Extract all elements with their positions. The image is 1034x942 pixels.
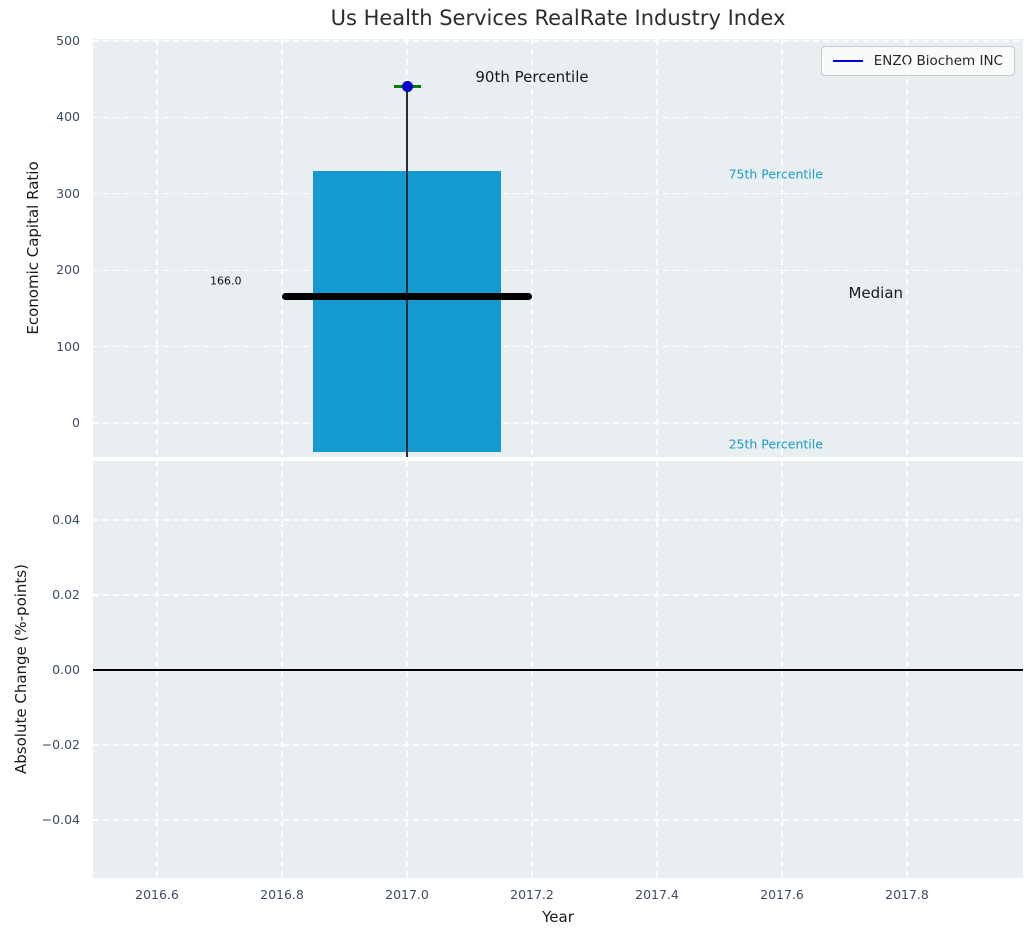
gridline-vertical xyxy=(281,39,283,457)
y-tick-label: 500 xyxy=(56,33,80,48)
gridline-horizontal xyxy=(93,116,1023,118)
gridline-horizontal xyxy=(93,346,1023,348)
y-tick-label: 0 xyxy=(72,415,80,430)
gridline-horizontal xyxy=(93,744,1023,746)
y-tick-label: 200 xyxy=(56,262,80,278)
gridline-vertical xyxy=(531,39,533,457)
chart-title: Us Health Services RealRate Industry Ind… xyxy=(330,6,786,30)
gridline-horizontal xyxy=(93,594,1023,596)
x-tick-label: 2017.0 xyxy=(385,887,429,902)
x-tick-label: 2017.8 xyxy=(885,887,929,902)
y-tick-label: 0.02 xyxy=(52,587,80,602)
legend: ENZO Biochem INC xyxy=(820,46,1015,76)
x-tick-label: 2016.6 xyxy=(135,887,179,902)
y-tick-label: 300 xyxy=(56,185,80,201)
gridline-vertical xyxy=(656,39,658,457)
y-tick-label: 0.00 xyxy=(52,662,80,677)
gridline-horizontal xyxy=(93,40,1023,42)
x-tick-label: 2017.4 xyxy=(635,887,679,902)
x-tick-label: 2016.8 xyxy=(260,887,304,902)
gridline-vertical xyxy=(906,39,908,457)
y-tick-label: −0.02 xyxy=(41,737,80,752)
legend-line-icon xyxy=(832,59,863,63)
gridline-horizontal xyxy=(93,819,1023,821)
enzo-data-point xyxy=(401,81,413,93)
bottom-plot-area xyxy=(93,461,1023,878)
annotation-90th-percentile: 90th Percentile xyxy=(475,67,589,86)
annotation-75th-percentile: 75th Percentile xyxy=(728,166,823,182)
x-tick-label: 2017.2 xyxy=(510,887,554,902)
y-tick-label: 400 xyxy=(56,109,80,125)
annotation-median: Median xyxy=(848,284,904,303)
gridline-horizontal xyxy=(93,269,1023,271)
legend-label: ENZO Biochem INC xyxy=(873,53,1003,69)
gridline-vertical xyxy=(156,39,158,457)
gridline-horizontal xyxy=(93,519,1023,521)
annotation-25th-percentile: 25th Percentile xyxy=(728,436,823,452)
median-line xyxy=(282,292,532,300)
gridline-horizontal xyxy=(93,193,1023,195)
y-tick-label: 0.04 xyxy=(52,512,80,527)
y-tick-label: −0.04 xyxy=(41,812,80,827)
x-axis-label: Year xyxy=(542,908,574,926)
y-tick-label: 100 xyxy=(56,338,80,354)
annotation-166-0: 166.0 xyxy=(210,274,242,288)
zero-change-line xyxy=(93,669,1023,671)
top-plot-area: ENZO Biochem INC 90th Percentile 75th Per… xyxy=(93,39,1023,457)
p90-stem-line xyxy=(406,86,408,457)
gridline-horizontal xyxy=(93,422,1023,424)
gridline-vertical xyxy=(781,39,783,457)
x-tick-label: 2017.6 xyxy=(760,887,804,902)
